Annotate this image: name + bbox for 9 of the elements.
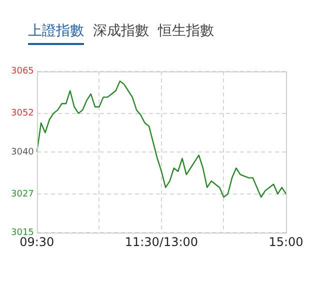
y-tick-label: 3065 [11, 66, 34, 77]
y-tick-label: 3052 [11, 108, 34, 119]
y-tick-label: 3040 [11, 147, 34, 158]
text: 深成指數 [93, 22, 149, 41]
x-tick-label: 11:30/13:00 [124, 234, 198, 249]
x-tick-label: 15:00 [268, 234, 304, 249]
y-tick-label: 3027 [11, 189, 34, 200]
text: 恒生指數 [158, 22, 214, 41]
chart-title: 上證指數 [28, 22, 84, 45]
